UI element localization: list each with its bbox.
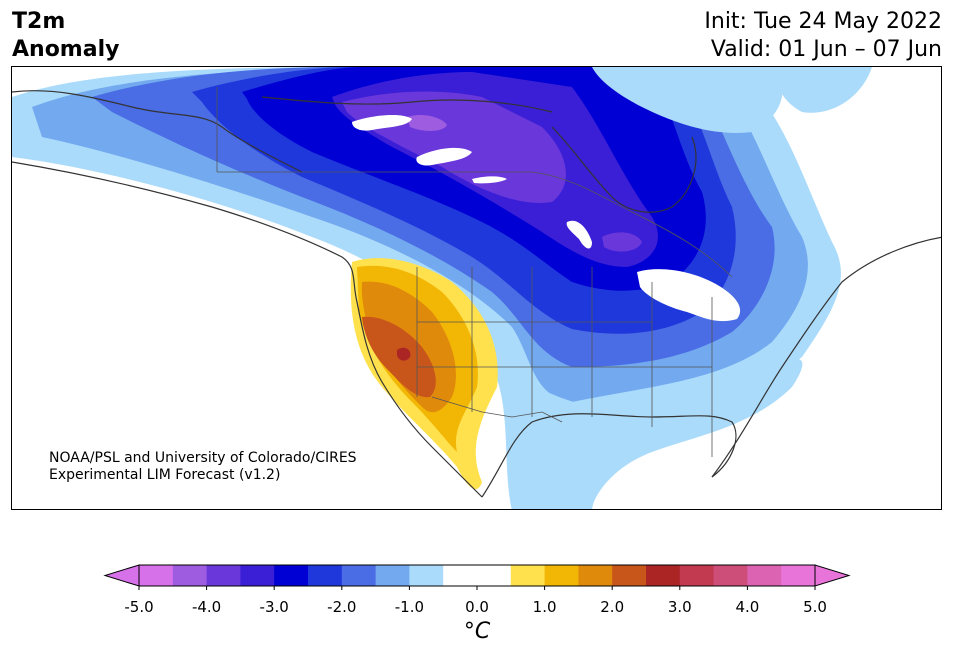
lake-mask-2 [416,147,472,166]
forecast-credit: NOAA/PSL and University of Colorado/CIRE… [49,450,357,484]
credit-line-2: Experimental LIM Forecast (v1.2) [49,467,281,483]
atlantic-coast [711,236,941,478]
south-light-blue [502,358,803,509]
colorbar-segment [510,565,546,586]
colorbar-overflow-triangle [814,564,851,587]
colorbar-underflow-triangle [103,564,140,587]
colorbar-segment [679,565,715,586]
colorbar-tick-label: -3.0 [260,598,289,616]
alaska-coast [12,90,303,173]
colorbar-segment [443,565,478,586]
forecast-dates: Init: Tue 24 May 2022 Valid: 01 Jun – 07… [704,8,942,64]
lake-mask-3 [472,176,507,184]
pacific-coast [12,161,483,498]
cold-core-lavender-east [602,232,642,252]
colorbar-segment [172,565,208,586]
colorbar-unit-label: °C [464,619,491,644]
hudson-bay-coast [551,126,697,213]
colorbar-tick-label: 2.0 [600,598,624,616]
colorbar-tick-label: 0.0 [465,598,489,616]
colorbar-segment [139,565,174,586]
colorbar-outline [138,564,816,587]
colorbar-segment [646,565,681,586]
colorbar-tick-label: 4.0 [735,598,759,616]
greenland-light-blue [772,67,872,113]
colorbar-tick-label: 5.0 [803,598,827,616]
coastlines [12,90,941,498]
colorbar-tick-label: -1.0 [395,598,424,616]
colorbar-segment [206,565,241,586]
colorbar-segment [544,565,579,586]
colorbar-segment [240,565,275,586]
gulf-coast [481,413,737,498]
colorbar-tick-label: -2.0 [327,598,356,616]
colorbar-segment [713,565,748,586]
colorbar-tick-label: -5.0 [124,598,153,616]
anomaly-map [11,66,942,510]
colorbar-segment [578,565,613,586]
colorbar-tick-label: 1.0 [533,598,557,616]
colorbar-segment [477,565,512,586]
colorbar-segment [274,565,309,586]
colorbar-segment [781,565,816,586]
canada-us-border [217,171,733,278]
colorbar-segment [747,565,782,586]
atlantic-light-blue [592,67,783,133]
state-lines [416,267,713,457]
colorbar-segment [341,565,377,586]
title-line-1: T2m [12,9,66,34]
colorbar-segment [612,565,647,586]
cold-core-lavender [407,114,447,131]
colorbar-segment [375,565,410,586]
credit-line-1: NOAA/PSL and University of Colorado/CIRE… [49,450,357,466]
great-lakes-mask [637,269,741,322]
valid-range: Valid: 01 Jun – 07 Jun [710,37,942,62]
us-mexico-border [431,396,563,423]
lake-mask-4 [566,220,592,249]
colorbar-tick-label: -4.0 [192,598,221,616]
warm-core-red [397,347,411,361]
political-borders [216,87,733,457]
init-date: Init: Tue 24 May 2022 [704,9,942,34]
hudson-lake-mask [352,115,412,131]
map-title: T2m Anomaly [12,8,119,64]
arctic-coast [261,96,553,113]
title-line-2: Anomaly [12,37,120,62]
colorbar-segment [409,565,444,586]
anomaly-map-svg [12,67,941,509]
colorbar-segment [308,565,343,586]
colorbar-tick-label: 3.0 [668,598,692,616]
